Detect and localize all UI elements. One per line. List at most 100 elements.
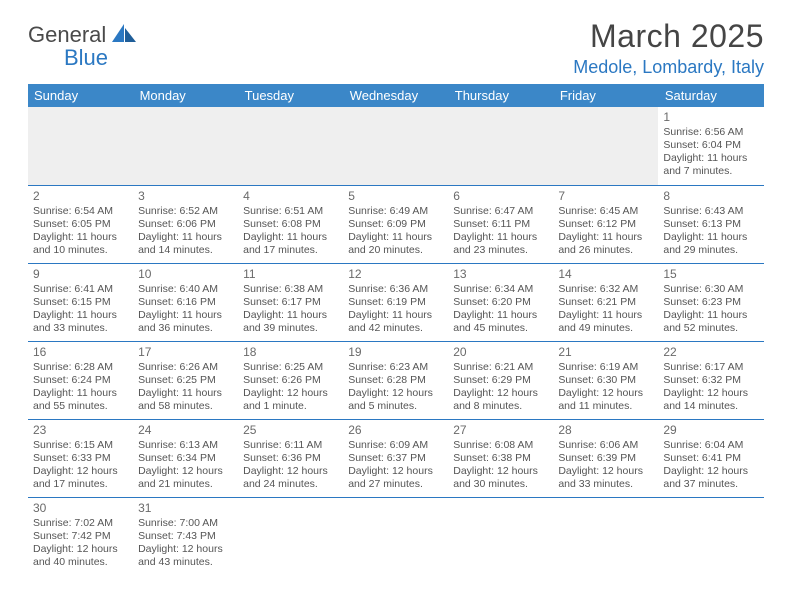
sunrise-line: Sunrise: 6:13 AM xyxy=(138,439,233,452)
sunrise-line: Sunrise: 6:23 AM xyxy=(348,361,443,374)
day-cell: 28Sunrise: 6:06 AMSunset: 6:39 PMDayligh… xyxy=(553,419,658,497)
day-number: 13 xyxy=(453,267,548,282)
day-number: 14 xyxy=(558,267,653,282)
calendar-row: 9Sunrise: 6:41 AMSunset: 6:15 PMDaylight… xyxy=(28,263,764,341)
day-cell: 4Sunrise: 6:51 AMSunset: 6:08 PMDaylight… xyxy=(238,185,343,263)
empty-cell xyxy=(28,107,133,185)
empty-cell xyxy=(133,107,238,185)
day-number: 10 xyxy=(138,267,233,282)
header: General Blue March 2025 Medole, Lombardy… xyxy=(28,18,764,78)
logo-text-1: General xyxy=(28,22,106,47)
day-number: 23 xyxy=(33,423,128,438)
day-cell: 13Sunrise: 6:34 AMSunset: 6:20 PMDayligh… xyxy=(448,263,553,341)
sunset-line: Sunset: 6:04 PM xyxy=(663,139,758,152)
sunset-line: Sunset: 6:32 PM xyxy=(663,374,758,387)
sunset-line: Sunset: 6:12 PM xyxy=(558,218,653,231)
sunrise-line: Sunrise: 7:02 AM xyxy=(33,517,128,530)
sunset-line: Sunset: 6:24 PM xyxy=(33,374,128,387)
day-cell: 10Sunrise: 6:40 AMSunset: 6:16 PMDayligh… xyxy=(133,263,238,341)
weekday-header: Wednesday xyxy=(343,84,448,107)
sunset-line: Sunset: 7:42 PM xyxy=(33,530,128,543)
sunrise-line: Sunrise: 6:19 AM xyxy=(558,361,653,374)
calendar-row: 30Sunrise: 7:02 AMSunset: 7:42 PMDayligh… xyxy=(28,497,764,575)
title-block: March 2025 Medole, Lombardy, Italy xyxy=(573,18,764,78)
sunset-line: Sunset: 7:43 PM xyxy=(138,530,233,543)
calendar-row: 1Sunrise: 6:56 AMSunset: 6:04 PMDaylight… xyxy=(28,107,764,185)
sunrise-line: Sunrise: 7:00 AM xyxy=(138,517,233,530)
daylight-line: Daylight: 11 hours and 42 minutes. xyxy=(348,309,443,335)
day-cell: 23Sunrise: 6:15 AMSunset: 6:33 PMDayligh… xyxy=(28,419,133,497)
calendar-row: 16Sunrise: 6:28 AMSunset: 6:24 PMDayligh… xyxy=(28,341,764,419)
day-number: 12 xyxy=(348,267,443,282)
empty-cell xyxy=(448,497,553,575)
day-cell: 26Sunrise: 6:09 AMSunset: 6:37 PMDayligh… xyxy=(343,419,448,497)
day-cell: 31Sunrise: 7:00 AMSunset: 7:43 PMDayligh… xyxy=(133,497,238,575)
sunrise-line: Sunrise: 6:17 AM xyxy=(663,361,758,374)
daylight-line: Daylight: 12 hours and 27 minutes. xyxy=(348,465,443,491)
sunset-line: Sunset: 6:41 PM xyxy=(663,452,758,465)
day-number: 2 xyxy=(33,189,128,204)
empty-cell xyxy=(343,497,448,575)
sunset-line: Sunset: 6:26 PM xyxy=(243,374,338,387)
sunrise-line: Sunrise: 6:32 AM xyxy=(558,283,653,296)
day-number: 19 xyxy=(348,345,443,360)
day-cell: 2Sunrise: 6:54 AMSunset: 6:05 PMDaylight… xyxy=(28,185,133,263)
sunset-line: Sunset: 6:39 PM xyxy=(558,452,653,465)
day-cell: 1Sunrise: 6:56 AMSunset: 6:04 PMDaylight… xyxy=(658,107,763,185)
sunrise-line: Sunrise: 6:25 AM xyxy=(243,361,338,374)
sunset-line: Sunset: 6:21 PM xyxy=(558,296,653,309)
sunrise-line: Sunrise: 6:43 AM xyxy=(663,205,758,218)
day-number: 26 xyxy=(348,423,443,438)
daylight-line: Daylight: 11 hours and 10 minutes. xyxy=(33,231,128,257)
daylight-line: Daylight: 12 hours and 24 minutes. xyxy=(243,465,338,491)
sunrise-line: Sunrise: 6:52 AM xyxy=(138,205,233,218)
sunrise-line: Sunrise: 6:54 AM xyxy=(33,205,128,218)
sunrise-line: Sunrise: 6:36 AM xyxy=(348,283,443,296)
day-cell: 25Sunrise: 6:11 AMSunset: 6:36 PMDayligh… xyxy=(238,419,343,497)
sunset-line: Sunset: 6:36 PM xyxy=(243,452,338,465)
sunset-line: Sunset: 6:08 PM xyxy=(243,218,338,231)
daylight-line: Daylight: 11 hours and 33 minutes. xyxy=(33,309,128,335)
sunrise-line: Sunrise: 6:41 AM xyxy=(33,283,128,296)
empty-cell xyxy=(553,497,658,575)
sunrise-line: Sunrise: 6:51 AM xyxy=(243,205,338,218)
sunset-line: Sunset: 6:38 PM xyxy=(453,452,548,465)
day-number: 4 xyxy=(243,189,338,204)
sunrise-line: Sunrise: 6:40 AM xyxy=(138,283,233,296)
sunrise-line: Sunrise: 6:26 AM xyxy=(138,361,233,374)
day-number: 16 xyxy=(33,345,128,360)
sunset-line: Sunset: 6:20 PM xyxy=(453,296,548,309)
sunset-line: Sunset: 6:13 PM xyxy=(663,218,758,231)
weekday-header: Thursday xyxy=(448,84,553,107)
day-cell: 27Sunrise: 6:08 AMSunset: 6:38 PMDayligh… xyxy=(448,419,553,497)
sunset-line: Sunset: 6:23 PM xyxy=(663,296,758,309)
day-cell: 19Sunrise: 6:23 AMSunset: 6:28 PMDayligh… xyxy=(343,341,448,419)
sunrise-line: Sunrise: 6:45 AM xyxy=(558,205,653,218)
daylight-line: Daylight: 12 hours and 5 minutes. xyxy=(348,387,443,413)
sunset-line: Sunset: 6:15 PM xyxy=(33,296,128,309)
day-cell: 9Sunrise: 6:41 AMSunset: 6:15 PMDaylight… xyxy=(28,263,133,341)
daylight-line: Daylight: 12 hours and 33 minutes. xyxy=(558,465,653,491)
daylight-line: Daylight: 12 hours and 14 minutes. xyxy=(663,387,758,413)
daylight-line: Daylight: 11 hours and 17 minutes. xyxy=(243,231,338,257)
sunrise-line: Sunrise: 6:47 AM xyxy=(453,205,548,218)
day-number: 20 xyxy=(453,345,548,360)
day-cell: 7Sunrise: 6:45 AMSunset: 6:12 PMDaylight… xyxy=(553,185,658,263)
daylight-line: Daylight: 11 hours and 20 minutes. xyxy=(348,231,443,257)
weekday-header-row: Sunday Monday Tuesday Wednesday Thursday… xyxy=(28,84,764,107)
daylight-line: Daylight: 11 hours and 49 minutes. xyxy=(558,309,653,335)
day-number: 25 xyxy=(243,423,338,438)
daylight-line: Daylight: 11 hours and 26 minutes. xyxy=(558,231,653,257)
day-number: 9 xyxy=(33,267,128,282)
day-number: 6 xyxy=(453,189,548,204)
empty-cell xyxy=(658,497,763,575)
day-number: 8 xyxy=(663,189,758,204)
sunrise-line: Sunrise: 6:15 AM xyxy=(33,439,128,452)
daylight-line: Daylight: 11 hours and 29 minutes. xyxy=(663,231,758,257)
logo-sail-icon xyxy=(110,22,138,46)
sunset-line: Sunset: 6:16 PM xyxy=(138,296,233,309)
day-number: 29 xyxy=(663,423,758,438)
daylight-line: Daylight: 11 hours and 39 minutes. xyxy=(243,309,338,335)
sunrise-line: Sunrise: 6:56 AM xyxy=(663,126,758,139)
empty-cell xyxy=(448,107,553,185)
